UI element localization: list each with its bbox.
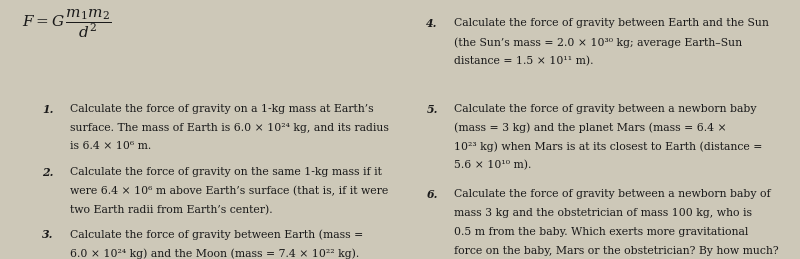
- Text: (the Sun’s mass = 2.0 × 10³⁰ kg; average Earth–Sun: (the Sun’s mass = 2.0 × 10³⁰ kg; average…: [454, 37, 742, 48]
- Text: force on the baby, Mars or the obstetrician? By how much?: force on the baby, Mars or the obstetric…: [454, 246, 779, 256]
- Text: is 6.4 × 10⁶ m.: is 6.4 × 10⁶ m.: [70, 141, 152, 152]
- Text: were 6.4 × 10⁶ m above Earth’s surface (that is, if it were: were 6.4 × 10⁶ m above Earth’s surface (…: [70, 186, 389, 196]
- Text: 0.5 m from the baby. Which exerts more gravitational: 0.5 m from the baby. Which exerts more g…: [454, 227, 749, 237]
- Text: (mass = 3 kg) and the planet Mars (mass = 6.4 ×: (mass = 3 kg) and the planet Mars (mass …: [454, 123, 727, 133]
- Text: 5.: 5.: [426, 104, 438, 114]
- Text: 10²³ kg) when Mars is at its closest to Earth (distance =: 10²³ kg) when Mars is at its closest to …: [454, 141, 762, 152]
- Text: $F = G\,\dfrac{m_1 m_2}{d^2}$: $F = G\,\dfrac{m_1 m_2}{d^2}$: [22, 8, 112, 40]
- Text: 4.: 4.: [426, 18, 438, 29]
- Text: Calculate the force of gravity on a 1-kg mass at Earth’s: Calculate the force of gravity on a 1-kg…: [70, 104, 374, 114]
- Text: Calculate the force of gravity on the same 1-kg mass if it: Calculate the force of gravity on the sa…: [70, 167, 382, 177]
- Text: 3.: 3.: [42, 229, 54, 240]
- Text: Calculate the force of gravity between a newborn baby of: Calculate the force of gravity between a…: [454, 189, 771, 199]
- Text: mass 3 kg and the obstetrician of mass 100 kg, who is: mass 3 kg and the obstetrician of mass 1…: [454, 208, 753, 218]
- Text: 6.: 6.: [426, 189, 438, 200]
- Text: 1.: 1.: [42, 104, 54, 114]
- Text: surface. The mass of Earth is 6.0 × 10²⁴ kg, and its radius: surface. The mass of Earth is 6.0 × 10²⁴…: [70, 123, 390, 133]
- Text: 5.6 × 10¹⁰ m).: 5.6 × 10¹⁰ m).: [454, 160, 532, 171]
- Text: 2.: 2.: [42, 167, 54, 178]
- Text: two Earth radii from Earth’s center).: two Earth radii from Earth’s center).: [70, 205, 273, 215]
- Text: distance = 1.5 × 10¹¹ m).: distance = 1.5 × 10¹¹ m).: [454, 56, 594, 66]
- Text: Calculate the force of gravity between Earth and the Sun: Calculate the force of gravity between E…: [454, 18, 770, 28]
- Text: Calculate the force of gravity between a newborn baby: Calculate the force of gravity between a…: [454, 104, 757, 114]
- Text: 6.0 × 10²⁴ kg) and the Moon (mass = 7.4 × 10²² kg).: 6.0 × 10²⁴ kg) and the Moon (mass = 7.4 …: [70, 248, 360, 259]
- Text: Calculate the force of gravity between Earth (mass =: Calculate the force of gravity between E…: [70, 229, 364, 240]
